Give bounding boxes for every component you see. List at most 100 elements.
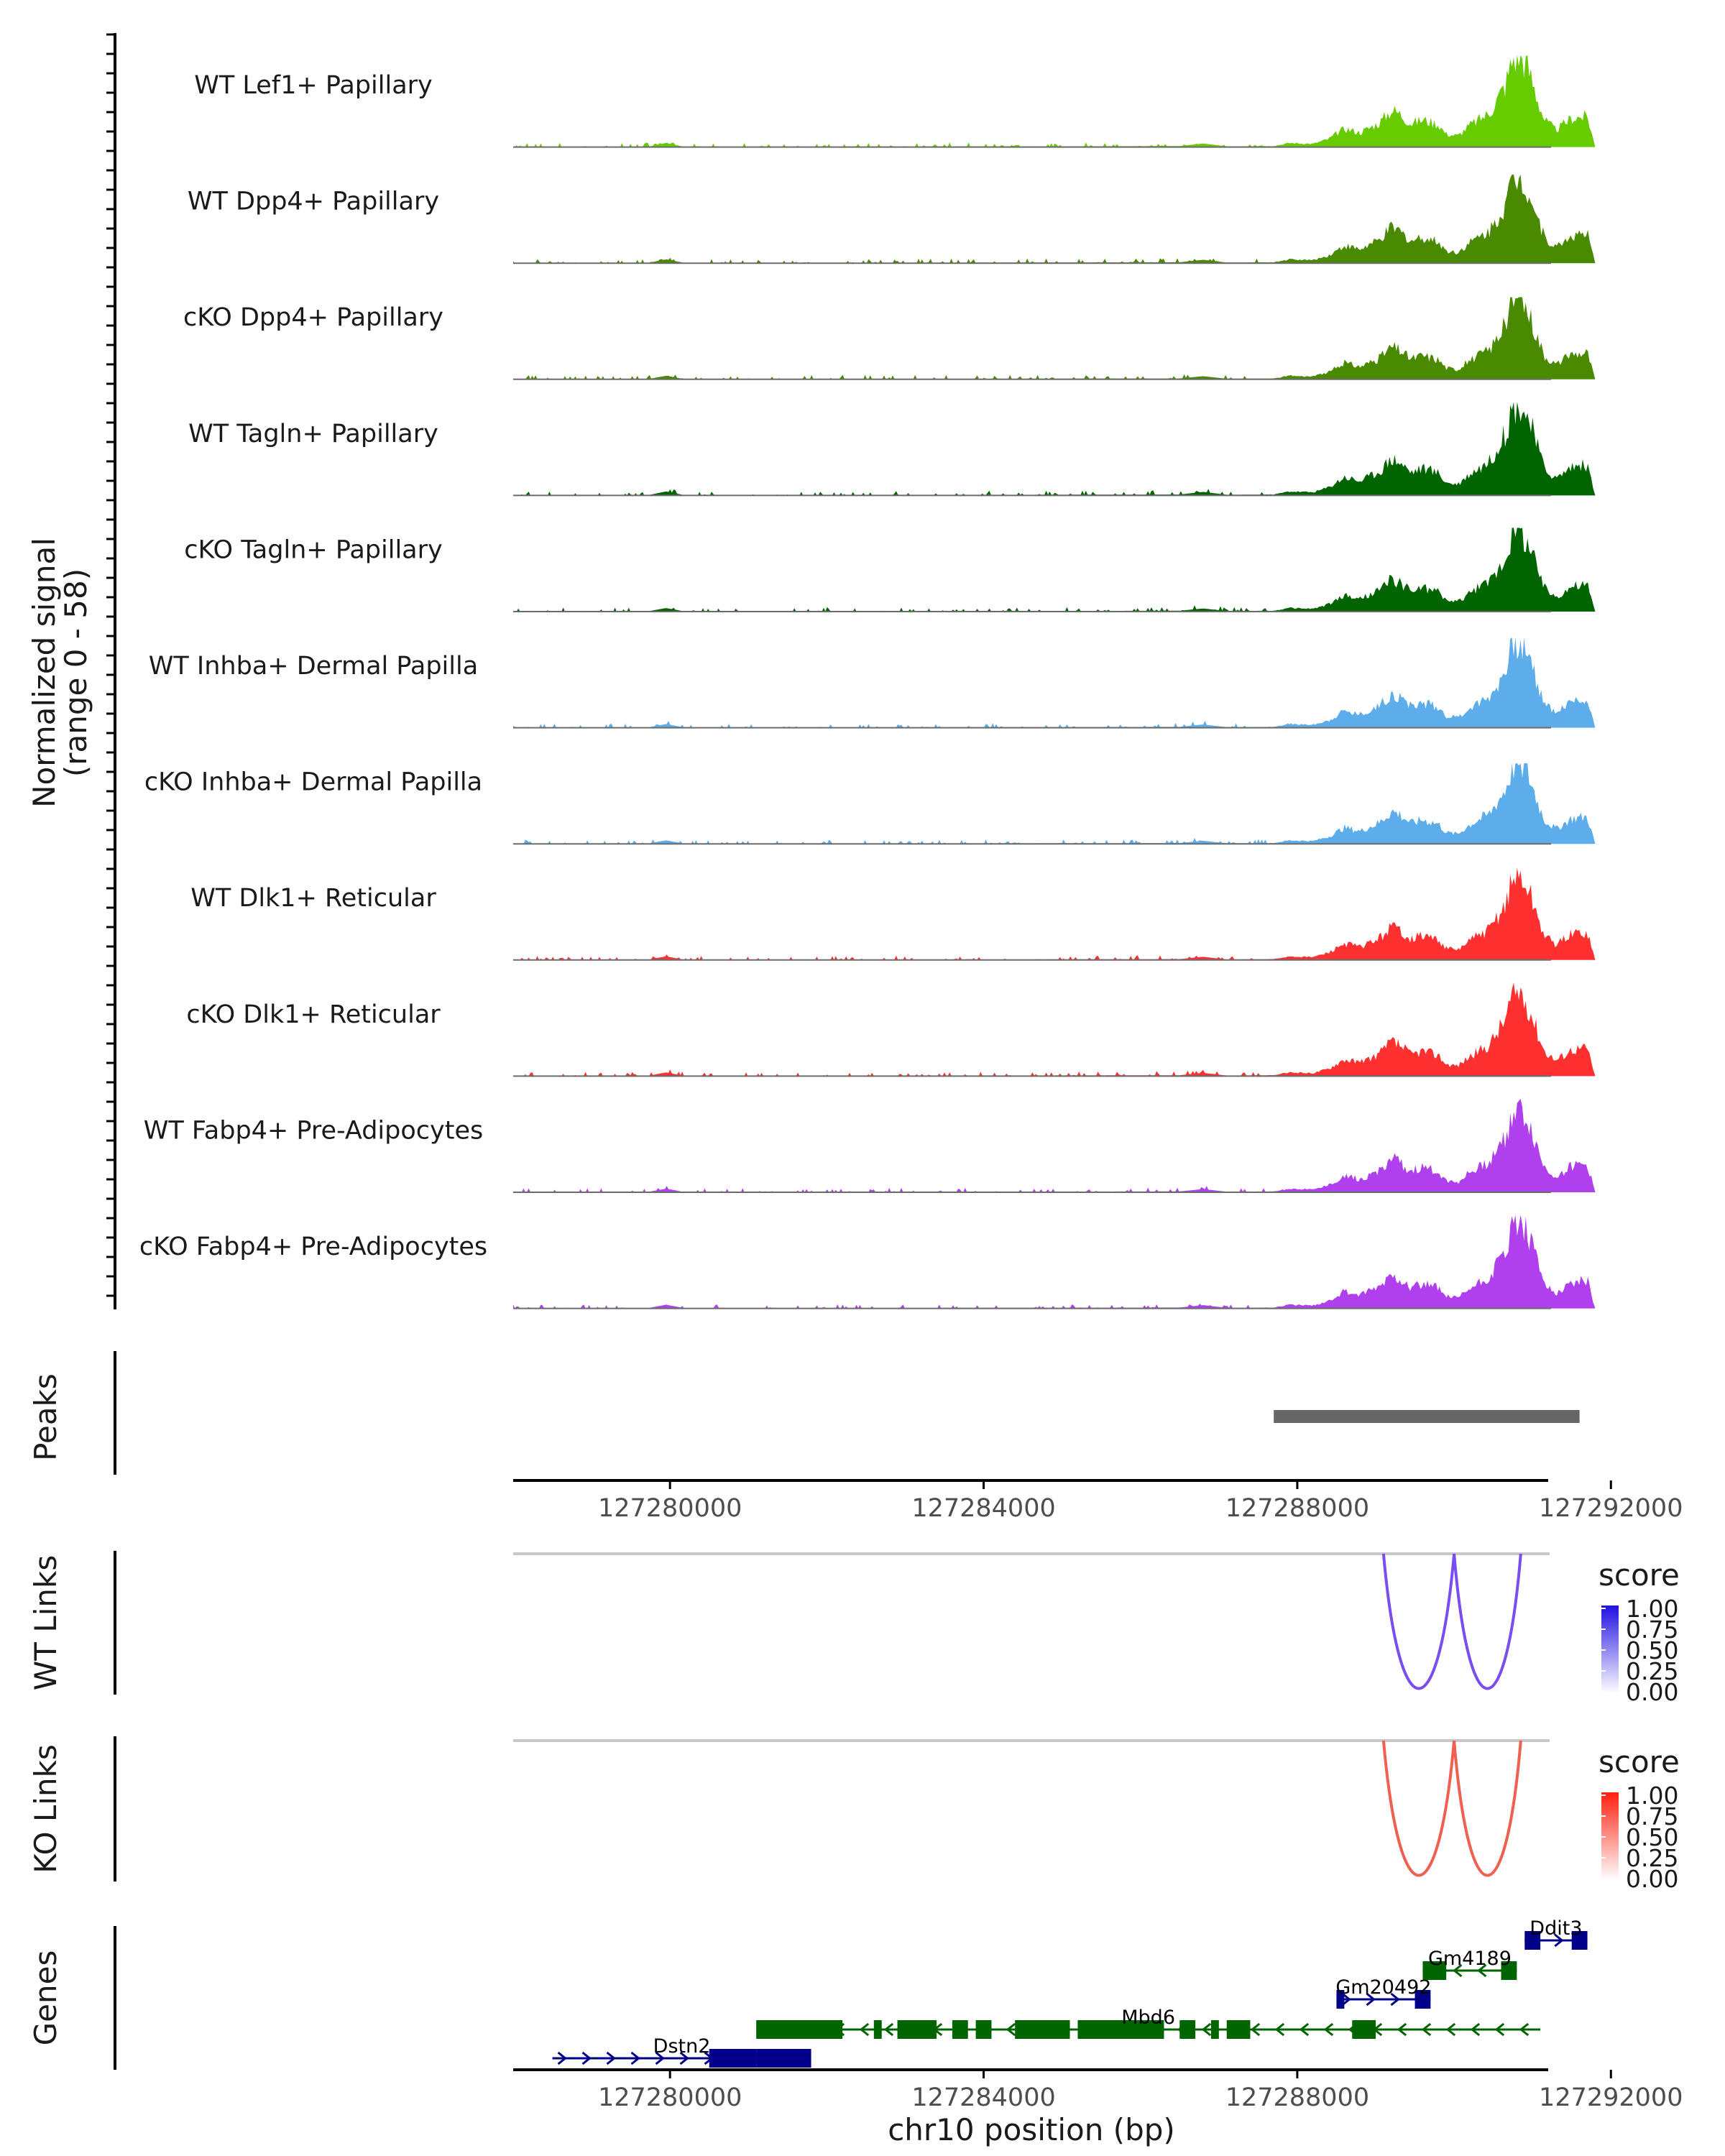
- gene-exon: [1524, 1931, 1541, 1950]
- strand-chevron: [1390, 1992, 1400, 2007]
- genes-track-label: Genes: [28, 1950, 63, 2046]
- strand-chevron: [859, 2022, 870, 2037]
- peak-region: [1274, 1410, 1580, 1423]
- strand-chevron: [1554, 1933, 1564, 1948]
- coverage-track: WT Dpp4+ Papillary: [188, 174, 1596, 264]
- gene-exon: [873, 2020, 882, 2039]
- gene-exon: [1571, 1931, 1588, 1950]
- genes-track: Dstn2 Mbd6 Gm20492 Gm4189 Ddit3: [552, 1917, 1588, 2068]
- strand-chevron: [557, 2051, 567, 2065]
- coverage-area: [513, 1215, 1596, 1309]
- strand-chevron: [1494, 2022, 1505, 2037]
- strand-chevron: [679, 2051, 689, 2065]
- gene-model: Gm20492: [1335, 1976, 1431, 2009]
- x-axis-title: chr10 position (bp): [888, 2112, 1175, 2147]
- track-label: WT Fabp4+ Pre-Adipocytes: [144, 1116, 483, 1145]
- strand-chevron: [1477, 1963, 1487, 1978]
- track-label: cKO Dpp4+ Papillary: [183, 303, 443, 332]
- gene-exon: [1210, 2020, 1219, 2039]
- gene-model: Ddit3: [1524, 1917, 1588, 1950]
- gene-model: Mbd6: [756, 2007, 1541, 2039]
- gene-exon: [1179, 2020, 1196, 2039]
- coverage-track: WT Fabp4+ Pre-Adipocytes: [144, 1099, 1596, 1193]
- coverage-track: WT Dlk1+ Reticular: [190, 867, 1596, 961]
- track-label: cKO Fabp4+ Pre-Adipocytes: [139, 1233, 487, 1261]
- x-tick-label: 127288000: [1225, 2083, 1369, 2112]
- gene-model: Dstn2: [552, 2035, 811, 2068]
- strand-chevron: [1397, 2022, 1407, 2037]
- strand-chevron: [606, 2051, 616, 2065]
- x-tick-label: 127292000: [1539, 2083, 1683, 2112]
- x-tick-label: 127284000: [911, 2083, 1055, 2112]
- link-arc: [1381, 1740, 1456, 1877]
- strand-chevron: [1250, 2022, 1261, 2037]
- gene-exon: [1352, 2020, 1376, 2039]
- gene-exon: [897, 2020, 937, 2039]
- x-axis-top: 127280000 127284000 127288000 127292000: [513, 1479, 1683, 1523]
- x-tick-label: 127280000: [598, 2083, 742, 2112]
- gene-label: Gm20492: [1335, 1976, 1431, 1999]
- track-label: WT Inhba+ Dermal Papilla: [149, 652, 478, 681]
- strand-chevron: [883, 2022, 894, 2037]
- ko-legend-title: score: [1598, 1744, 1680, 1779]
- coverage-area: [513, 763, 1596, 844]
- track-label: WT Dlk1+ Reticular: [190, 884, 436, 913]
- track-label: cKO Dlk1+ Reticular: [186, 1000, 441, 1029]
- strand-chevron: [1470, 2022, 1481, 2037]
- track-label: WT Dpp4+ Papillary: [188, 188, 439, 216]
- legend-tick-label: 0.25: [1626, 1844, 1678, 1872]
- peaks-track-label: Peaks: [28, 1373, 63, 1461]
- x-tick-label: 127280000: [598, 1494, 742, 1523]
- legend-tick-label: 1.00: [1626, 1782, 1678, 1810]
- coverage-area: [513, 174, 1596, 264]
- legend-tick-label: 0.75: [1626, 1802, 1678, 1830]
- coverage-area: [513, 982, 1596, 1077]
- ko-score-legend: score 1.000.750.500.250.00: [1598, 1744, 1680, 1893]
- gene-exon: [1414, 1990, 1431, 2009]
- link-arc: [1381, 1553, 1456, 1690]
- y-axis-subtitle: (range 0 - 58): [58, 568, 93, 777]
- x-tick-label: 127292000: [1539, 1494, 1683, 1523]
- coverage-track: cKO Fabp4+ Pre-Adipocytes: [139, 1215, 1596, 1309]
- strand-chevron: [1299, 2022, 1310, 2037]
- gene-label: Mbd6: [1121, 2007, 1175, 2029]
- strand-chevron: [655, 2051, 665, 2065]
- y-axis-title: Normalized signal: [27, 538, 62, 808]
- strand-chevron: [630, 2051, 640, 2065]
- gene-exon: [1015, 2020, 1070, 2039]
- strand-chevron: [1519, 2022, 1530, 2037]
- ko-links-label: KO Links: [28, 1744, 63, 1874]
- link-arc: [1453, 1553, 1522, 1690]
- gene-label: Gm4189: [1428, 1948, 1512, 1970]
- gene-exon: [1422, 1961, 1447, 1980]
- coverage-area: [513, 528, 1596, 612]
- gene-exon: [756, 2049, 811, 2068]
- gene-exon: [975, 2020, 992, 2039]
- legend-tick-label: 0.00: [1626, 1678, 1678, 1706]
- strand-chevron: [1323, 2022, 1334, 2037]
- track-label: cKO Tagln+ Papillary: [184, 535, 443, 564]
- coverage-track: cKO Dpp4+ Papillary: [183, 297, 1596, 380]
- gene-exon: [1077, 2020, 1164, 2039]
- strand-chevron: [1274, 2022, 1285, 2037]
- coverage-tracks: WT Lef1+ Papillary WT Dpp4+ Papillary cKO …: [139, 55, 1596, 1309]
- strand-chevron: [1201, 2022, 1212, 2037]
- strand-chevron: [1453, 1963, 1463, 1978]
- legend-tick-label: 0.50: [1626, 1636, 1678, 1664]
- coverage-track: cKO Inhba+ Dermal Papilla: [144, 763, 1596, 845]
- coverage-track: WT Tagln+ Papillary: [188, 402, 1596, 497]
- wt-links-label: WT Links: [28, 1555, 63, 1690]
- gene-exon: [1336, 1990, 1345, 2009]
- coverage-track: WT Inhba+ Dermal Papilla: [149, 637, 1596, 729]
- coverage-area: [513, 867, 1596, 960]
- coverage-area: [513, 637, 1596, 728]
- track-label: WT Lef1+ Papillary: [194, 71, 433, 100]
- legend-tick-label: 0.25: [1626, 1657, 1678, 1685]
- legend-tick-label: 1.00: [1626, 1595, 1678, 1623]
- strand-chevron: [1341, 1992, 1351, 2007]
- peaks-track: [1274, 1410, 1580, 1423]
- wt-score-legend: score 1.000.750.500.250.00: [1598, 1557, 1680, 1706]
- gene-exon: [756, 2020, 843, 2039]
- gene-model: Gm4189: [1422, 1948, 1517, 1980]
